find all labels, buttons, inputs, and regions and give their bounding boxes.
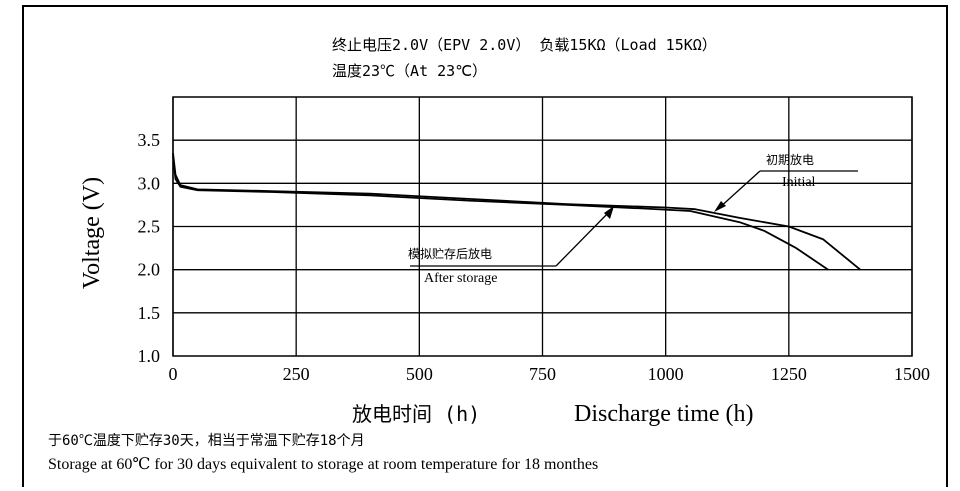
chart-title-line1: 终止电压2.0V（EPV 2.0V） 负载15KΩ（Load 15KΩ） (332, 36, 717, 54)
chart-frame (22, 5, 948, 487)
legend-initial-arrowhead (714, 201, 726, 212)
x-axis-label-cn: 放电时间 (h) (352, 402, 480, 426)
y-tick-label-2: 2.0 (138, 260, 161, 280)
legend-initial: 初期放电 Initial (714, 152, 858, 212)
x-tick-label-4: 1000 (648, 364, 684, 384)
x-tick-label-2: 500 (406, 364, 433, 384)
y-tick-label-0: 1.0 (138, 346, 161, 366)
legend-initial-label-cn: 初期放电 (766, 152, 814, 167)
x-tick-label-5: 1250 (771, 364, 807, 384)
y-tick-label-5: 3.5 (138, 130, 161, 150)
x-axis-label-en: Discharge time (h) (574, 401, 754, 427)
legend-after-storage: 模拟贮存后放电 After storage (408, 206, 614, 286)
x-tick-label-0: 0 (169, 364, 178, 384)
y-axis-label: Voltage (V) (79, 177, 105, 289)
legend-after-storage-label-cn: 模拟贮存后放电 (408, 246, 492, 261)
footnote-cn: 于60℃温度下贮存30天，相当于常温下贮存18个月 (48, 433, 365, 449)
footnote-en: Storage at 60℃ for 30 days equivalent to… (48, 456, 598, 473)
y-tick-labels: 1.0 1.5 2.0 2.5 3.0 3.5 (138, 130, 161, 366)
grid-lines (172, 96, 913, 357)
x-tick-label-1: 250 (283, 364, 310, 384)
x-tick-label-3: 750 (529, 364, 556, 384)
x-tick-label-6: 1500 (894, 364, 930, 384)
legend-after-storage-leader (555, 208, 613, 267)
legend-after-storage-label-en: After storage (424, 271, 497, 286)
series-line-1 (172, 155, 829, 271)
series-line-0 (172, 152, 861, 271)
legend-initial-label-en: Initial (782, 175, 816, 190)
legend-initial-leader (717, 170, 761, 210)
x-tick-labels: 0 250 500 750 1000 1250 1500 (169, 364, 931, 384)
chart-title-line2: 温度23℃（At 23℃） (332, 62, 487, 80)
series-lines (172, 152, 861, 271)
y-tick-label-4: 3.0 (138, 173, 161, 193)
legend-after-storage-arrowhead (604, 206, 614, 219)
y-tick-label-1: 1.5 (138, 303, 161, 323)
y-tick-label-3: 2.5 (138, 217, 161, 237)
